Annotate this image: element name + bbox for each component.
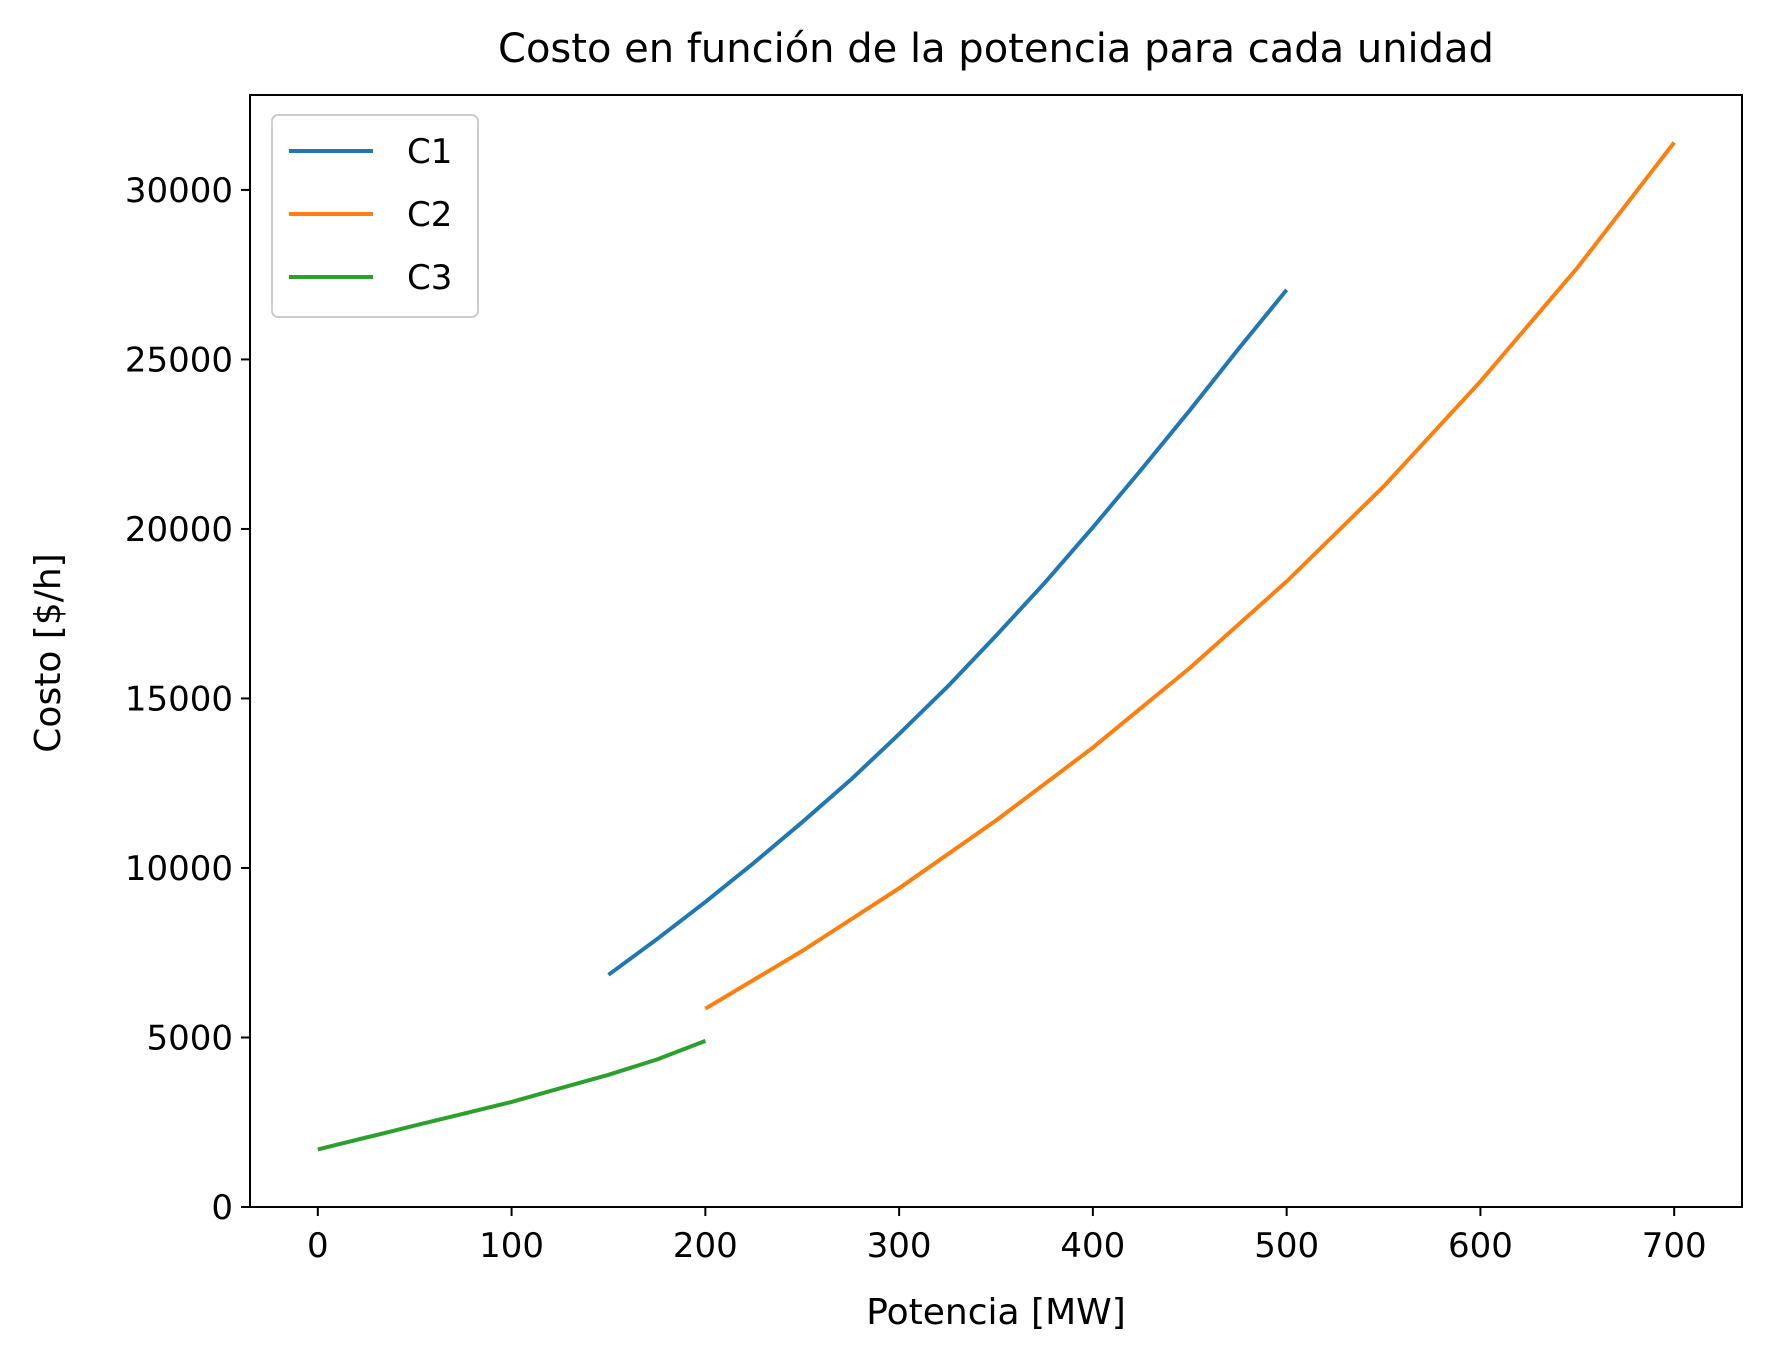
plot-frame — [249, 94, 1743, 1208]
legend-label: C2 — [407, 195, 452, 235]
y-axis-label: Costo [$/h] — [28, 553, 69, 752]
y-tick-label: 10000 — [125, 849, 233, 889]
x-tick-label: 700 — [1642, 1226, 1707, 1266]
x-tick-label: 200 — [673, 1226, 738, 1266]
series-line-c2 — [704, 141, 1676, 1011]
y-tick-label: 0 — [211, 1188, 233, 1228]
legend-box — [271, 114, 479, 318]
series-line-c3 — [317, 1039, 707, 1152]
y-tick-label: 30000 — [125, 171, 233, 211]
y-tick-label: 5000 — [146, 1018, 233, 1058]
x-tick-label: 300 — [867, 1226, 932, 1266]
x-tick-label: 0 — [307, 1226, 329, 1266]
y-axis: 0 5000 10000 15000 20000 25000 30000 — [125, 171, 250, 1228]
series-line-c1 — [607, 288, 1289, 977]
legend: C1 C2 C3 — [271, 114, 479, 318]
x-axis: 0 100 200 300 400 500 600 700 — [307, 1207, 1707, 1266]
y-tick-label: 25000 — [125, 340, 233, 380]
y-tick-label: 15000 — [125, 679, 233, 719]
x-tick-label: 100 — [479, 1226, 544, 1266]
legend-label: C3 — [407, 258, 452, 298]
x-tick-label: 400 — [1060, 1226, 1125, 1266]
y-tick-label: 20000 — [125, 510, 233, 550]
chart-title: Costo en función de la potencia para cad… — [498, 26, 1494, 72]
x-axis-label: Potencia [MW] — [866, 1292, 1126, 1333]
x-tick-label: 500 — [1254, 1226, 1319, 1266]
legend-label: C1 — [407, 132, 452, 172]
series-layer — [317, 141, 1676, 1152]
x-tick-label: 600 — [1448, 1226, 1513, 1266]
